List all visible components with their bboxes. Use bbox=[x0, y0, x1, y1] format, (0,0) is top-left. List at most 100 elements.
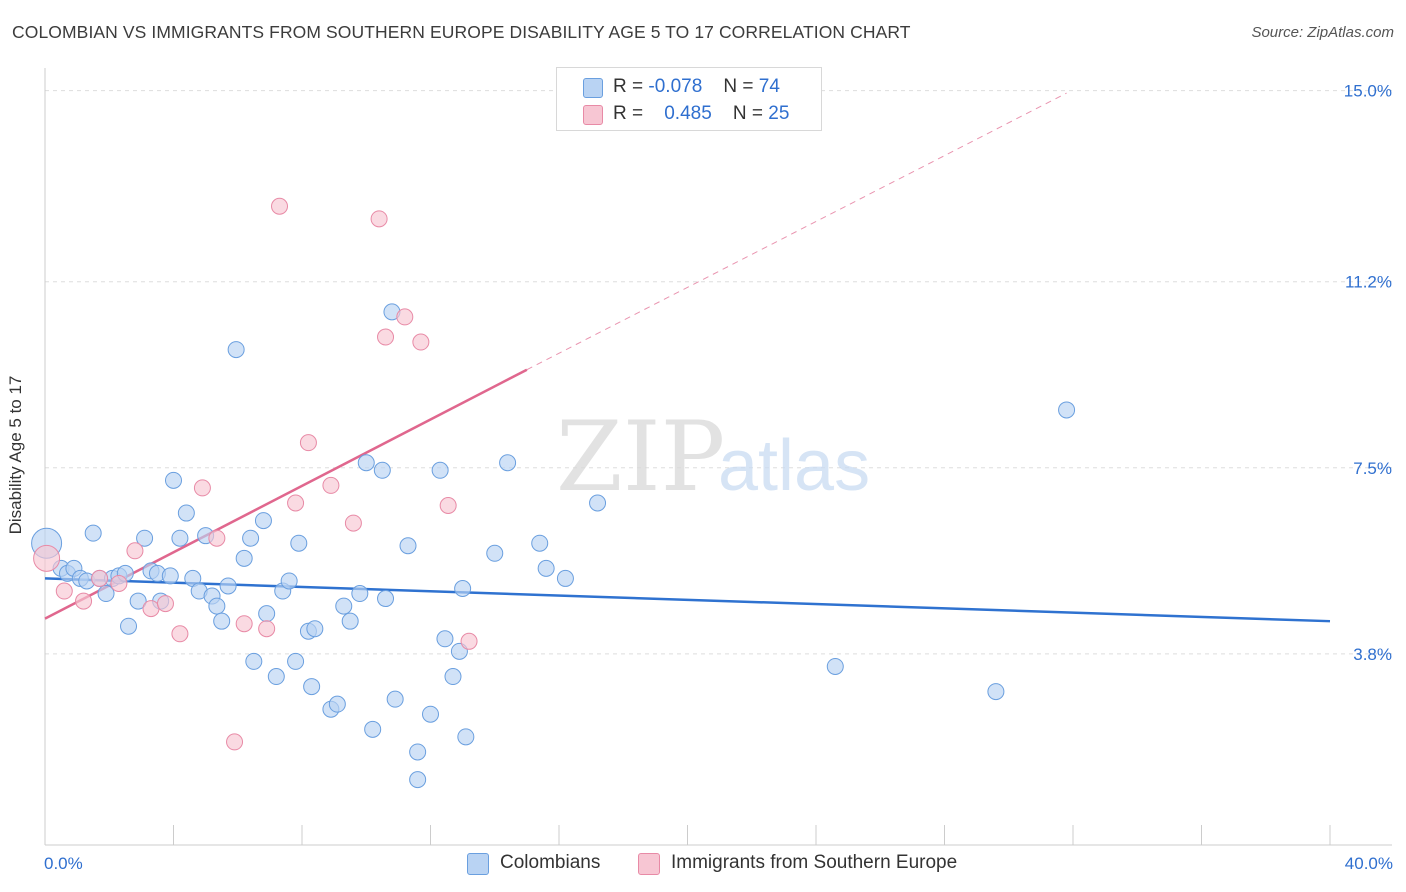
point-southern-europe bbox=[235, 615, 253, 633]
legend-n-value: 74 bbox=[758, 76, 780, 97]
point-colombians bbox=[254, 512, 272, 530]
point-colombians bbox=[235, 549, 253, 567]
y-axis-label: Disability Age 5 to 17 bbox=[6, 375, 25, 535]
y-tick-label: 11.2% bbox=[1345, 273, 1392, 292]
point-colombians bbox=[120, 617, 138, 635]
legend-swatch-pink bbox=[638, 853, 660, 875]
point-southern-europe bbox=[258, 620, 276, 638]
tick-labels: 3.8% 7.5% 11.2% 15.0% 0.0% 40.0% bbox=[44, 82, 1393, 873]
legend-r-value: 0.485 bbox=[664, 103, 712, 124]
point-southern-europe bbox=[271, 197, 289, 215]
watermark-atlas: atlas bbox=[718, 426, 870, 506]
legend-label: Colombians bbox=[500, 852, 601, 873]
x-tick-label: 0.0% bbox=[44, 854, 83, 873]
legend-r-value: -0.078 bbox=[648, 76, 703, 97]
chart-title: COLOMBIAN VS IMMIGRANTS FROM SOUTHERN EU… bbox=[12, 22, 911, 42]
point-colombians bbox=[531, 534, 549, 552]
point-colombians bbox=[1058, 401, 1076, 419]
legend-swatch-blue bbox=[583, 78, 603, 98]
point-colombians bbox=[537, 559, 555, 577]
point-southern-europe bbox=[91, 569, 109, 587]
data-points bbox=[31, 197, 1076, 789]
point-southern-europe bbox=[75, 592, 93, 610]
legend-n-label: N = bbox=[732, 103, 764, 124]
series-legend: Colombians Immigrants from Southern Euro… bbox=[0, 852, 1406, 878]
x-tick-label: 40.0% bbox=[1345, 854, 1393, 873]
point-colombians bbox=[242, 529, 260, 547]
point-southern-europe bbox=[344, 514, 362, 532]
point-southern-europe bbox=[287, 494, 305, 512]
point-southern-europe bbox=[142, 600, 160, 618]
point-colombians bbox=[245, 652, 263, 670]
point-southern-europe bbox=[171, 625, 189, 643]
axes bbox=[44, 68, 1392, 846]
legend-label: Immigrants from Southern Europe bbox=[671, 852, 958, 873]
point-colombians bbox=[335, 597, 353, 615]
legend-n-label: N = bbox=[723, 76, 754, 97]
point-southern-europe bbox=[126, 542, 144, 560]
point-colombians bbox=[454, 579, 472, 597]
legend-swatch-pink bbox=[583, 105, 603, 125]
point-colombians bbox=[409, 743, 427, 761]
legend-r-label: R = bbox=[613, 76, 644, 97]
y-tick-label: 15.0% bbox=[1344, 82, 1392, 101]
point-colombians bbox=[556, 569, 574, 587]
point-colombians bbox=[373, 461, 391, 479]
point-colombians bbox=[589, 494, 607, 512]
point-southern-europe bbox=[460, 632, 478, 650]
point-colombians bbox=[84, 524, 102, 542]
point-colombians bbox=[213, 612, 231, 630]
point-colombians bbox=[357, 454, 375, 472]
point-colombians bbox=[386, 690, 404, 708]
y-tick-label: 3.8% bbox=[1353, 645, 1392, 664]
point-southern-europe bbox=[55, 582, 73, 600]
point-colombians bbox=[303, 678, 321, 696]
point-colombians bbox=[826, 657, 844, 675]
point-colombians bbox=[227, 341, 245, 359]
point-colombians bbox=[431, 461, 449, 479]
point-colombians bbox=[341, 612, 359, 630]
trend-line-colombians bbox=[44, 577, 1331, 623]
point-southern-europe bbox=[412, 333, 430, 351]
watermark-zip: ZIP bbox=[556, 401, 725, 513]
legend-n-value: 25 bbox=[768, 103, 790, 124]
point-colombians bbox=[165, 471, 182, 489]
gridlines bbox=[45, 90, 1392, 655]
point-southern-europe bbox=[193, 479, 211, 497]
point-colombians bbox=[280, 572, 298, 590]
point-colombians bbox=[499, 454, 517, 472]
point-colombians bbox=[377, 590, 395, 608]
point-colombians bbox=[987, 683, 1005, 701]
point-colombians bbox=[97, 585, 115, 603]
point-colombians bbox=[457, 728, 475, 746]
legend-swatch-blue bbox=[467, 853, 489, 875]
point-southern-europe bbox=[299, 434, 317, 452]
point-southern-europe bbox=[439, 497, 457, 515]
point-colombians bbox=[486, 544, 504, 562]
point-southern-europe bbox=[156, 595, 174, 613]
point-colombians bbox=[351, 585, 369, 603]
point-colombians bbox=[136, 529, 154, 547]
point-southern-europe bbox=[226, 733, 244, 751]
stats-legend: R = -0.078 N = 74 R = 0.485 N = 25 bbox=[556, 67, 822, 131]
point-colombians bbox=[290, 534, 308, 552]
point-southern-europe bbox=[110, 574, 128, 592]
point-colombians bbox=[436, 630, 454, 648]
point-colombians bbox=[328, 695, 346, 713]
point-colombians bbox=[409, 771, 427, 789]
point-colombians bbox=[364, 720, 382, 738]
point-southern-europe bbox=[370, 210, 388, 228]
point-colombians bbox=[267, 668, 285, 686]
point-colombians bbox=[399, 537, 417, 555]
point-southern-europe bbox=[33, 544, 61, 572]
point-colombians bbox=[306, 620, 324, 638]
point-colombians bbox=[444, 668, 462, 686]
point-colombians bbox=[161, 567, 179, 585]
point-southern-europe bbox=[208, 529, 226, 547]
y-tick-label: 7.5% bbox=[1353, 459, 1392, 478]
trend-line-southern-europe-extrapolated bbox=[526, 92, 1067, 371]
legend-r-label: R = bbox=[613, 103, 644, 124]
point-colombians bbox=[422, 705, 439, 723]
point-southern-europe bbox=[322, 476, 340, 494]
